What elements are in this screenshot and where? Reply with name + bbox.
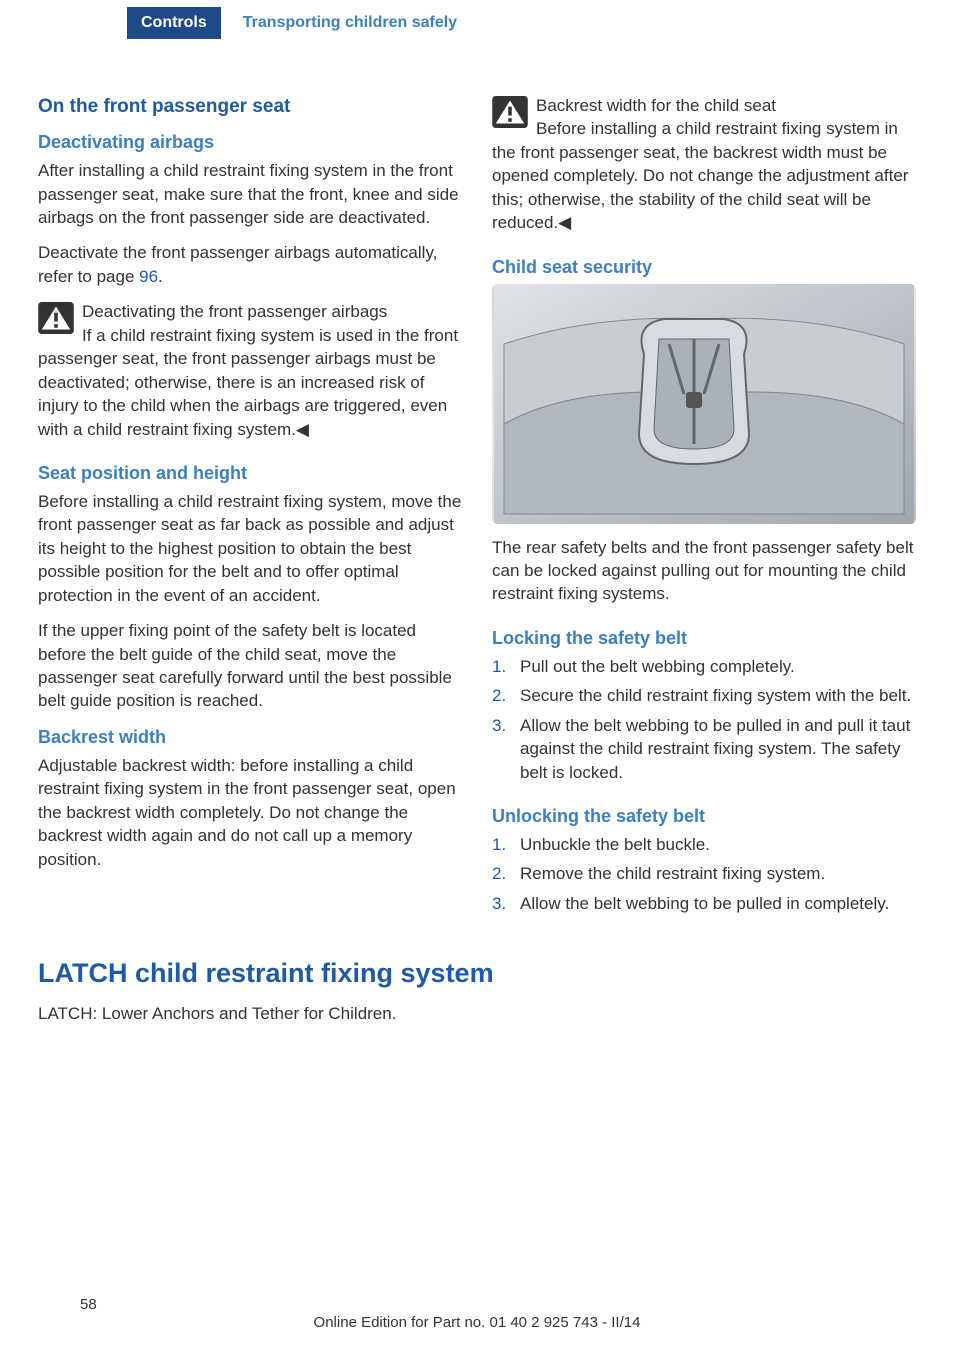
text-fragment: Deactivate the front passenger airbags a… bbox=[38, 243, 437, 285]
page-link-96[interactable]: 96 bbox=[139, 267, 158, 286]
warning-icon bbox=[38, 302, 74, 334]
warning-title: Deactivating the front passenger airbags bbox=[82, 302, 387, 321]
content-two-column: On the front passenger seat Deactivating… bbox=[0, 38, 954, 921]
list-unlocking-belt: Unbuckle the belt buckle. Remove the chi… bbox=[492, 833, 916, 915]
right-column: Backrest width for the child seat Before… bbox=[492, 94, 916, 921]
para-seat-position-2: If the upper fixing point of the safety … bbox=[38, 619, 462, 713]
header-chapter-title: Transporting children safely bbox=[243, 12, 457, 34]
para-child-seat-security: The rear safety belts and the front pass… bbox=[492, 536, 916, 606]
para-latch-definition: LATCH: Lower Anchors and Tether for Chil… bbox=[0, 1002, 954, 1025]
warning-backrest-width: Backrest width for the child seat Before… bbox=[492, 94, 916, 235]
para-deactivate-intro: After installing a child restraint fixin… bbox=[38, 159, 462, 229]
warning-body: Before installing a child restraint fixi… bbox=[492, 119, 908, 232]
heading-seat-position: Seat position and height bbox=[38, 461, 462, 486]
list-locking-belt: Pull out the belt webbing completely. Se… bbox=[492, 655, 916, 784]
header-section-tab: Controls bbox=[127, 7, 221, 39]
para-backrest-width: Adjustable backrest width: before instal… bbox=[38, 754, 462, 871]
heading-locking-belt: Locking the safety belt bbox=[492, 626, 916, 651]
child-seat-illustration bbox=[492, 284, 916, 524]
list-item: Secure the child restraint fixing system… bbox=[492, 684, 916, 707]
footer-edition-text: Online Edition for Part no. 01 40 2 925 … bbox=[0, 1313, 954, 1334]
page-footer: 58 Online Edition for Part no. 01 40 2 9… bbox=[0, 1299, 954, 1334]
heading-deactivating-airbags: Deactivating airbags bbox=[38, 130, 462, 155]
heading-unlocking-belt: Unlocking the safety belt bbox=[492, 804, 916, 829]
list-item: Pull out the belt webbing completely. bbox=[492, 655, 916, 678]
list-item: Allow the belt webbing to be pulled in a… bbox=[492, 714, 916, 784]
image-child-seat bbox=[492, 284, 916, 524]
para-deactivate-auto: Deactivate the front passenger airbags a… bbox=[38, 241, 462, 288]
heading-front-passenger: On the front passenger seat bbox=[38, 94, 462, 120]
heading-backrest-width: Backrest width bbox=[38, 725, 462, 750]
warning-deactivate-airbags: Deactivating the front passenger airbags… bbox=[38, 300, 462, 441]
warning-icon bbox=[492, 96, 528, 128]
warning-title: Backrest width for the child seat bbox=[536, 96, 776, 115]
heading-child-seat-security: Child seat security bbox=[492, 255, 916, 280]
para-seat-position-1: Before installing a child restraint fixi… bbox=[38, 490, 462, 607]
list-item: Remove the child restraint fixing system… bbox=[492, 862, 916, 885]
page-header: Controls Transporting children safely bbox=[0, 8, 954, 38]
list-item: Unbuckle the belt buckle. bbox=[492, 833, 916, 856]
warning-body: If a child restraint fixing system is us… bbox=[38, 326, 458, 439]
left-column: On the front passenger seat Deactivating… bbox=[38, 94, 462, 921]
text-fragment: . bbox=[158, 267, 163, 286]
page-number: 58 bbox=[80, 1295, 97, 1316]
list-item: Allow the belt webbing to be pulled in c… bbox=[492, 892, 916, 915]
heading-latch-system: LATCH child restraint fixing system bbox=[0, 955, 954, 992]
